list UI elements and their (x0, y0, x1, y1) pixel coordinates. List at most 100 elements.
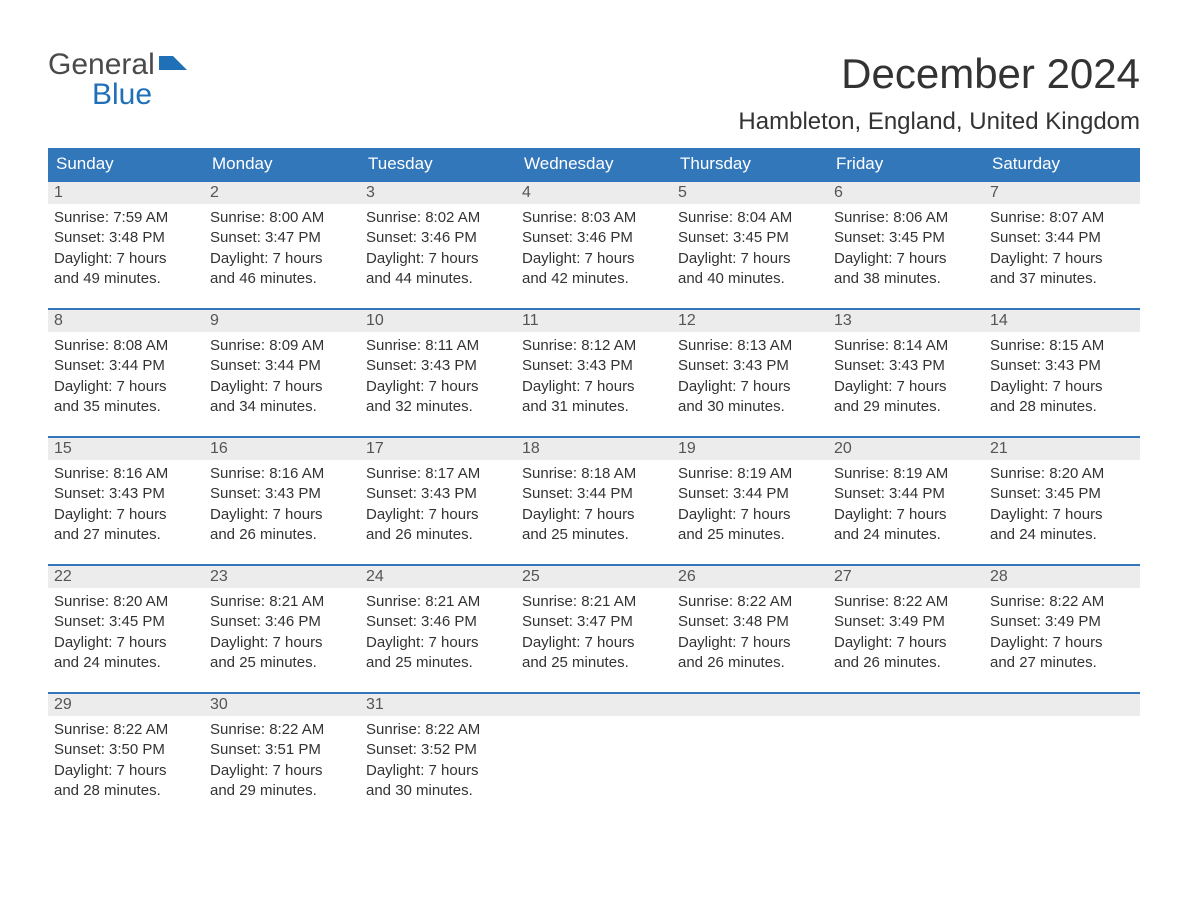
day-number: 19 (672, 438, 828, 460)
day-number: 22 (48, 566, 204, 588)
day-cell: 13Sunrise: 8:14 AMSunset: 3:43 PMDayligh… (828, 309, 984, 437)
day-number: 27 (828, 566, 984, 588)
day-number: 23 (204, 566, 360, 588)
day-cell: 7Sunrise: 8:07 AMSunset: 3:44 PMDaylight… (984, 181, 1140, 309)
day-details: Sunrise: 8:04 AMSunset: 3:45 PMDaylight:… (672, 204, 828, 295)
day-cell: 9Sunrise: 8:09 AMSunset: 3:44 PMDaylight… (204, 309, 360, 437)
week-row: 1Sunrise: 7:59 AMSunset: 3:48 PMDaylight… (48, 181, 1140, 309)
day-number: 5 (672, 182, 828, 204)
day-number: 9 (204, 310, 360, 332)
day-number: 14 (984, 310, 1140, 332)
day-number: 6 (828, 182, 984, 204)
day-header: Monday (204, 148, 360, 181)
day-details: Sunrise: 8:11 AMSunset: 3:43 PMDaylight:… (360, 332, 516, 423)
day-cell: 6Sunrise: 8:06 AMSunset: 3:45 PMDaylight… (828, 181, 984, 309)
day-number: 4 (516, 182, 672, 204)
logo-text-1: General (48, 50, 155, 80)
day-number: 16 (204, 438, 360, 460)
day-number: 18 (516, 438, 672, 460)
day-cell: 18Sunrise: 8:18 AMSunset: 3:44 PMDayligh… (516, 437, 672, 565)
day-details: Sunrise: 8:22 AMSunset: 3:51 PMDaylight:… (204, 716, 360, 807)
day-cell: 26Sunrise: 8:22 AMSunset: 3:48 PMDayligh… (672, 565, 828, 693)
day-cell: 27Sunrise: 8:22 AMSunset: 3:49 PMDayligh… (828, 565, 984, 693)
day-number: 15 (48, 438, 204, 460)
day-header: Tuesday (360, 148, 516, 181)
day-number: 25 (516, 566, 672, 588)
day-number: 30 (204, 694, 360, 716)
day-header: Saturday (984, 148, 1140, 181)
day-cell: 21Sunrise: 8:20 AMSunset: 3:45 PMDayligh… (984, 437, 1140, 565)
location-subtitle: Hambleton, England, United Kingdom (738, 108, 1140, 136)
day-cell: 14Sunrise: 8:15 AMSunset: 3:43 PMDayligh… (984, 309, 1140, 437)
day-number: 21 (984, 438, 1140, 460)
day-header: Wednesday (516, 148, 672, 181)
day-cell: 15Sunrise: 8:16 AMSunset: 3:43 PMDayligh… (48, 437, 204, 565)
day-details: Sunrise: 8:16 AMSunset: 3:43 PMDaylight:… (48, 460, 204, 551)
day-cell: 8Sunrise: 8:08 AMSunset: 3:44 PMDaylight… (48, 309, 204, 437)
day-cell: 22Sunrise: 8:20 AMSunset: 3:45 PMDayligh… (48, 565, 204, 693)
day-cell (672, 693, 828, 821)
day-cell (828, 693, 984, 821)
day-details: Sunrise: 8:07 AMSunset: 3:44 PMDaylight:… (984, 204, 1140, 295)
day-number: 10 (360, 310, 516, 332)
calendar-table: SundayMondayTuesdayWednesdayThursdayFrid… (48, 148, 1140, 821)
day-cell: 12Sunrise: 8:13 AMSunset: 3:43 PMDayligh… (672, 309, 828, 437)
day-cell: 2Sunrise: 8:00 AMSunset: 3:47 PMDaylight… (204, 181, 360, 309)
day-details: Sunrise: 8:19 AMSunset: 3:44 PMDaylight:… (672, 460, 828, 551)
day-details: Sunrise: 8:22 AMSunset: 3:49 PMDaylight:… (828, 588, 984, 679)
flag-icon (159, 50, 187, 80)
empty-day (984, 694, 1140, 716)
logo-text-2: Blue (48, 80, 187, 110)
day-cell (984, 693, 1140, 821)
day-details: Sunrise: 8:16 AMSunset: 3:43 PMDaylight:… (204, 460, 360, 551)
day-number: 28 (984, 566, 1140, 588)
empty-day (672, 694, 828, 716)
day-details: Sunrise: 8:03 AMSunset: 3:46 PMDaylight:… (516, 204, 672, 295)
day-details: Sunrise: 8:17 AMSunset: 3:43 PMDaylight:… (360, 460, 516, 551)
day-cell: 11Sunrise: 8:12 AMSunset: 3:43 PMDayligh… (516, 309, 672, 437)
day-cell: 16Sunrise: 8:16 AMSunset: 3:43 PMDayligh… (204, 437, 360, 565)
week-row: 15Sunrise: 8:16 AMSunset: 3:43 PMDayligh… (48, 437, 1140, 565)
day-details: Sunrise: 8:19 AMSunset: 3:44 PMDaylight:… (828, 460, 984, 551)
day-cell: 17Sunrise: 8:17 AMSunset: 3:43 PMDayligh… (360, 437, 516, 565)
day-number: 11 (516, 310, 672, 332)
day-details: Sunrise: 8:12 AMSunset: 3:43 PMDaylight:… (516, 332, 672, 423)
day-cell: 28Sunrise: 8:22 AMSunset: 3:49 PMDayligh… (984, 565, 1140, 693)
empty-day (828, 694, 984, 716)
day-header: Sunday (48, 148, 204, 181)
day-details: Sunrise: 8:00 AMSunset: 3:47 PMDaylight:… (204, 204, 360, 295)
day-number: 31 (360, 694, 516, 716)
day-details: Sunrise: 8:21 AMSunset: 3:46 PMDaylight:… (360, 588, 516, 679)
day-number: 20 (828, 438, 984, 460)
day-number: 13 (828, 310, 984, 332)
day-cell: 29Sunrise: 8:22 AMSunset: 3:50 PMDayligh… (48, 693, 204, 821)
day-number: 1 (48, 182, 204, 204)
day-details: Sunrise: 8:06 AMSunset: 3:45 PMDaylight:… (828, 204, 984, 295)
day-details: Sunrise: 8:13 AMSunset: 3:43 PMDaylight:… (672, 332, 828, 423)
week-row: 22Sunrise: 8:20 AMSunset: 3:45 PMDayligh… (48, 565, 1140, 693)
day-number: 24 (360, 566, 516, 588)
day-details: Sunrise: 8:22 AMSunset: 3:52 PMDaylight:… (360, 716, 516, 807)
day-details: Sunrise: 8:15 AMSunset: 3:43 PMDaylight:… (984, 332, 1140, 423)
day-cell: 10Sunrise: 8:11 AMSunset: 3:43 PMDayligh… (360, 309, 516, 437)
day-cell: 3Sunrise: 8:02 AMSunset: 3:46 PMDaylight… (360, 181, 516, 309)
day-cell: 1Sunrise: 7:59 AMSunset: 3:48 PMDaylight… (48, 181, 204, 309)
day-cell: 4Sunrise: 8:03 AMSunset: 3:46 PMDaylight… (516, 181, 672, 309)
day-details: Sunrise: 8:21 AMSunset: 3:46 PMDaylight:… (204, 588, 360, 679)
day-details: Sunrise: 8:18 AMSunset: 3:44 PMDaylight:… (516, 460, 672, 551)
day-details: Sunrise: 8:20 AMSunset: 3:45 PMDaylight:… (984, 460, 1140, 551)
day-cell: 19Sunrise: 8:19 AMSunset: 3:44 PMDayligh… (672, 437, 828, 565)
day-number: 26 (672, 566, 828, 588)
day-number: 8 (48, 310, 204, 332)
day-number: 2 (204, 182, 360, 204)
week-row: 8Sunrise: 8:08 AMSunset: 3:44 PMDaylight… (48, 309, 1140, 437)
day-cell: 25Sunrise: 8:21 AMSunset: 3:47 PMDayligh… (516, 565, 672, 693)
day-cell (516, 693, 672, 821)
day-details: Sunrise: 8:20 AMSunset: 3:45 PMDaylight:… (48, 588, 204, 679)
day-details: Sunrise: 8:22 AMSunset: 3:50 PMDaylight:… (48, 716, 204, 807)
day-number: 29 (48, 694, 204, 716)
day-cell: 20Sunrise: 8:19 AMSunset: 3:44 PMDayligh… (828, 437, 984, 565)
day-cell: 5Sunrise: 8:04 AMSunset: 3:45 PMDaylight… (672, 181, 828, 309)
day-number: 12 (672, 310, 828, 332)
day-cell: 24Sunrise: 8:21 AMSunset: 3:46 PMDayligh… (360, 565, 516, 693)
